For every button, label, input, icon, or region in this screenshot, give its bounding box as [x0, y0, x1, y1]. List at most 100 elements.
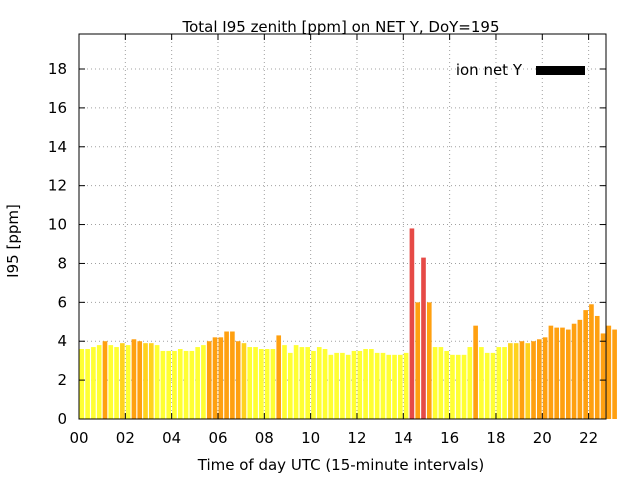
x-tick-label: 00	[69, 429, 88, 447]
bar	[276, 335, 282, 419]
bar	[270, 349, 276, 419]
bar	[224, 331, 229, 419]
bar	[241, 343, 247, 419]
y-tick-label: 12	[48, 177, 67, 195]
bar	[432, 347, 438, 419]
y-tick-label: 18	[48, 60, 67, 78]
bar	[264, 349, 270, 419]
bar	[479, 347, 484, 419]
bar	[484, 352, 490, 419]
x-tick-label: 04	[162, 429, 181, 447]
y-tick-label: 14	[48, 138, 67, 156]
bar	[606, 325, 612, 419]
bar	[490, 352, 496, 419]
y-tick-label: 16	[48, 99, 67, 117]
bar	[154, 345, 160, 419]
bar	[455, 354, 461, 419]
bar	[85, 349, 90, 419]
legend-swatch	[536, 66, 585, 75]
bar	[311, 350, 316, 419]
bar	[380, 352, 386, 419]
bar	[560, 327, 565, 419]
bar	[374, 352, 380, 419]
bars	[79, 228, 617, 419]
bar	[183, 350, 189, 419]
bar	[473, 325, 478, 419]
bar	[316, 347, 322, 419]
bar	[496, 347, 502, 419]
bar	[177, 349, 183, 419]
y-axis-label: I95 [ppm]	[4, 204, 22, 278]
bar	[160, 350, 166, 419]
bar	[363, 349, 368, 419]
x-tick-label: 02	[116, 429, 135, 447]
x-tick-label: 06	[208, 429, 227, 447]
bar	[340, 352, 345, 419]
bar	[369, 349, 374, 419]
bar	[571, 323, 577, 419]
plot-frame	[78, 33, 607, 420]
bar	[259, 349, 264, 419]
bar	[172, 350, 177, 419]
bar	[137, 341, 143, 419]
y-tick-label: 6	[57, 293, 67, 311]
bar	[519, 341, 525, 419]
bar	[148, 343, 154, 419]
bar	[79, 349, 85, 419]
grid-lines	[79, 34, 606, 419]
bar	[212, 337, 218, 419]
x-tick-label: 08	[255, 429, 274, 447]
y-tick-label: 0	[57, 410, 67, 428]
bar	[398, 354, 403, 419]
bar	[287, 352, 293, 419]
bar	[502, 347, 507, 419]
x-tick-label: 22	[579, 429, 598, 447]
bar	[114, 347, 119, 419]
bar	[351, 350, 357, 419]
bar	[438, 347, 444, 419]
bar	[565, 329, 571, 419]
bar	[508, 343, 513, 419]
bar	[305, 347, 310, 419]
y-tick-label: 10	[48, 216, 67, 234]
bar	[577, 319, 583, 419]
x-tick-label: 20	[533, 429, 552, 447]
bar	[334, 352, 339, 419]
bar	[589, 304, 594, 419]
bar	[542, 337, 548, 419]
bar	[328, 354, 334, 419]
bar	[450, 354, 455, 419]
bar	[189, 350, 195, 419]
bar	[218, 337, 224, 419]
bar	[201, 345, 206, 419]
bar	[230, 331, 235, 419]
y-tick-label: 2	[57, 371, 67, 389]
bar	[108, 345, 114, 419]
x-tick-label: 10	[301, 429, 320, 447]
bar	[166, 350, 172, 419]
bar	[247, 347, 253, 419]
bar	[467, 347, 473, 419]
bar	[525, 343, 531, 419]
x-tick-label: 12	[347, 429, 366, 447]
bar	[322, 349, 328, 419]
bar	[102, 341, 108, 419]
bar	[206, 341, 212, 419]
bar	[537, 339, 542, 419]
bar	[548, 325, 554, 419]
bar	[600, 333, 606, 419]
y-tick-label: 8	[57, 254, 67, 272]
bar	[235, 341, 241, 419]
bar	[461, 354, 467, 419]
legend-label: ion net Y	[456, 61, 523, 79]
bar	[143, 343, 148, 419]
bar	[594, 315, 600, 419]
bar	[345, 354, 351, 419]
bar	[131, 339, 137, 419]
x-tick-label: 14	[394, 429, 413, 447]
legend: ion net Y	[456, 61, 585, 79]
x-axis-label: Time of day UTC (15-minute intervals)	[197, 456, 484, 474]
bar	[195, 347, 200, 419]
x-tick-label: 18	[486, 429, 505, 447]
